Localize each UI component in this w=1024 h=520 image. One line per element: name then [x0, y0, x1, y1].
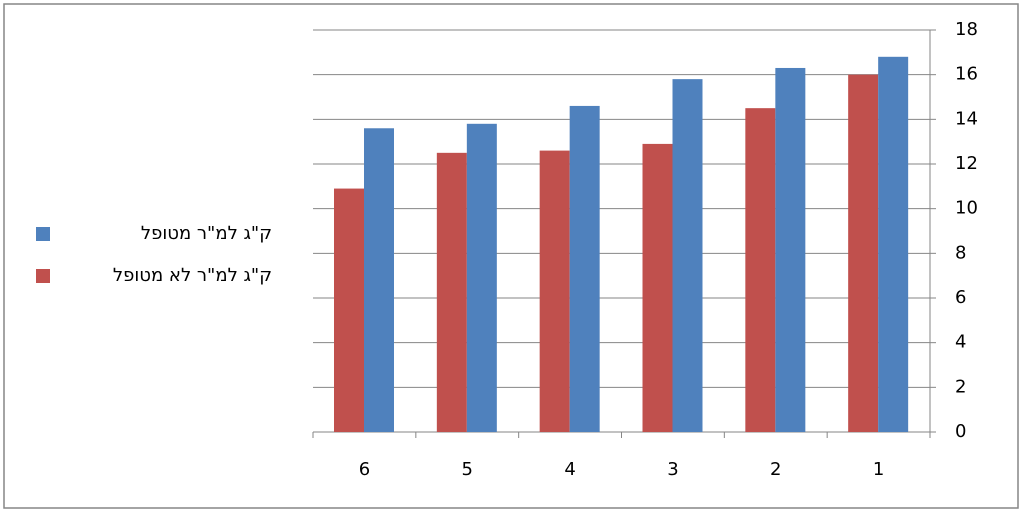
- y-tick-label: 10: [955, 198, 978, 219]
- y-tick-label: 4: [955, 332, 966, 353]
- legend-swatch: [36, 227, 50, 241]
- x-tick-label: 6: [359, 459, 370, 480]
- bar: [775, 67, 806, 432]
- y-tick-label: 6: [955, 287, 966, 308]
- y-tick-label: 16: [955, 64, 978, 85]
- bar: [672, 79, 703, 432]
- bar: [642, 143, 673, 432]
- x-tick-label: 4: [564, 459, 575, 480]
- x-tick-label: 1: [873, 459, 884, 480]
- legend-swatch: [36, 269, 50, 283]
- bar: [745, 108, 776, 433]
- bar: [334, 188, 364, 432]
- x-tick-label: 5: [462, 459, 473, 480]
- y-tick-label: 14: [955, 108, 978, 129]
- legend-label: ק"ג למ"ר מטופל: [141, 223, 272, 244]
- bar: [569, 105, 600, 432]
- bar: [466, 123, 497, 433]
- bar: [364, 128, 394, 432]
- bar: [436, 152, 467, 433]
- y-tick-label: 12: [955, 153, 978, 174]
- y-tick-label: 2: [955, 376, 966, 397]
- bar: [539, 150, 570, 432]
- y-tick-label: 18: [955, 19, 978, 40]
- y-tick-label: 8: [955, 242, 966, 263]
- bar: [878, 56, 909, 433]
- y-tick-label: 0: [955, 421, 966, 442]
- bar: [848, 74, 879, 433]
- x-tick-label: 3: [667, 459, 678, 480]
- legend-label: ק"ג למ"ר לא מטופל: [113, 265, 272, 286]
- x-tick-label: 2: [770, 459, 781, 480]
